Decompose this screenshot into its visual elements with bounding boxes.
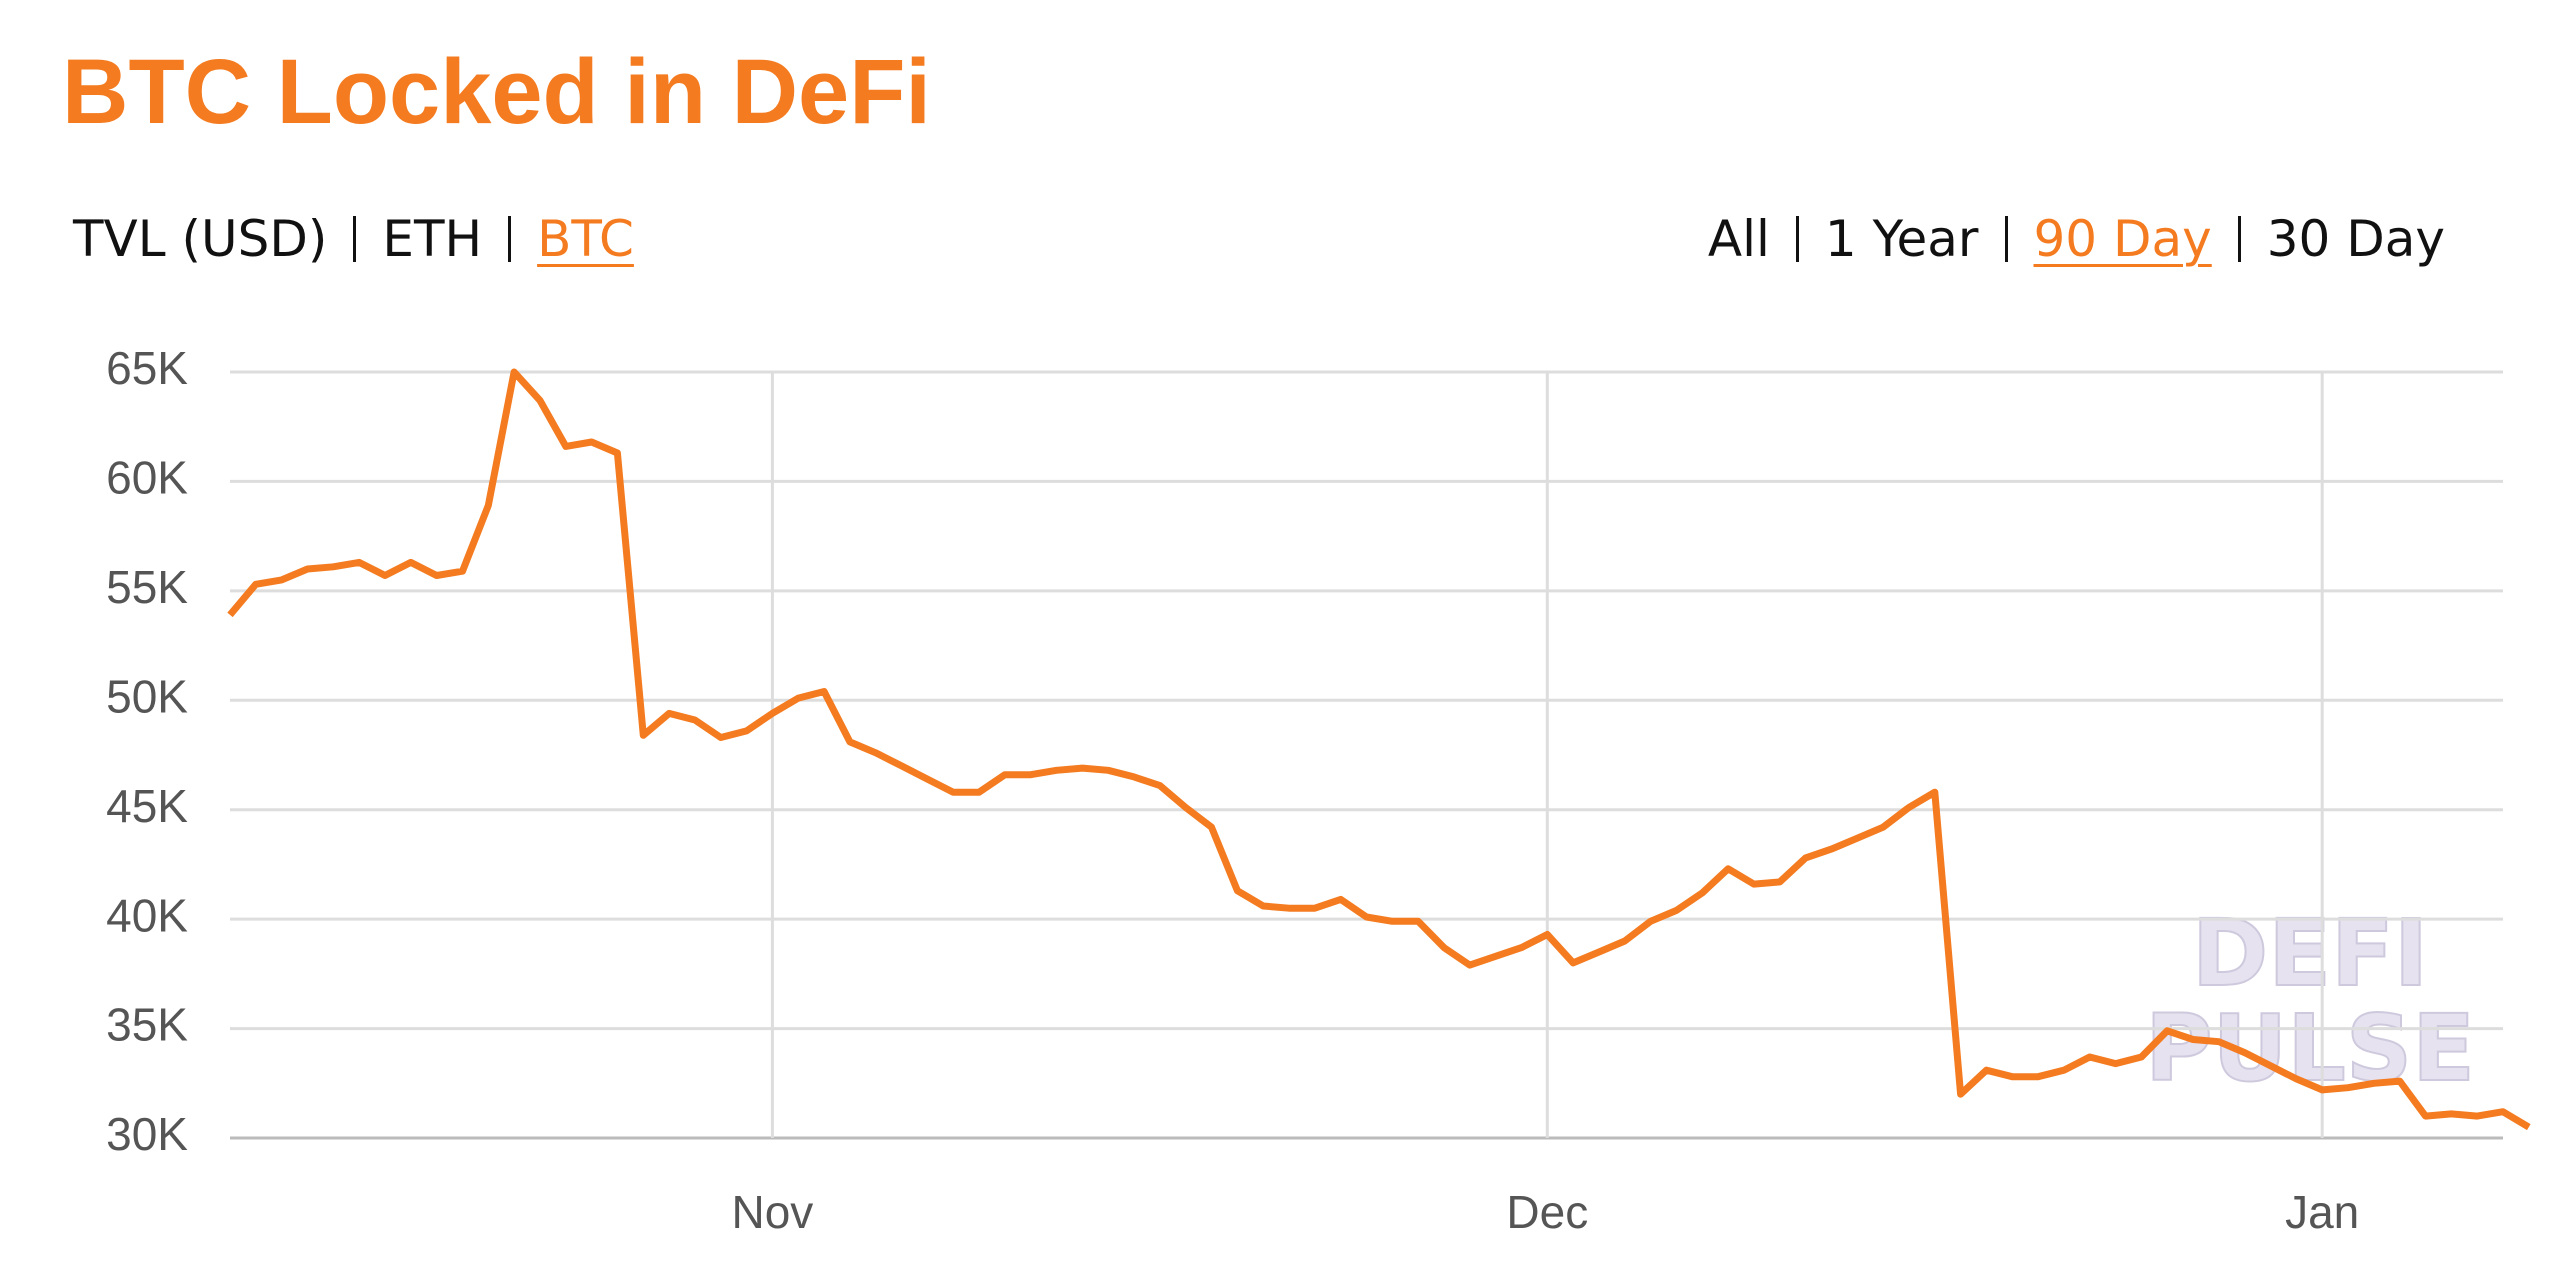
y-tick-label: 30K (106, 1108, 188, 1160)
separator (2004, 216, 2008, 262)
y-tick-label: 65K (106, 342, 188, 394)
separator (1795, 216, 1799, 262)
y-tick-label: 40K (106, 889, 188, 941)
range-toggle: All 1 Year 90 Day 30 Day (1708, 210, 2445, 268)
metric-toggle: TVL (USD) ETH BTC (73, 210, 634, 268)
toggle-option[interactable]: 90 Day (2033, 210, 2212, 268)
separator (353, 216, 357, 262)
separator (508, 216, 512, 262)
toggle-option[interactable]: BTC (537, 210, 634, 268)
toggle-option[interactable]: 30 Day (2266, 210, 2445, 268)
y-tick-label: 55K (106, 561, 188, 613)
x-tick-label: Nov (732, 1186, 814, 1238)
y-tick-label: 35K (106, 999, 188, 1051)
toggle-option[interactable]: All (1707, 210, 1770, 268)
chart-title: BTC Locked in DeFi (62, 41, 931, 143)
toggle-option[interactable]: ETH (382, 210, 483, 268)
toggle-option[interactable]: 1 Year (1824, 210, 1979, 268)
separator (2237, 216, 2241, 262)
toggle-option[interactable]: TVL (USD) (73, 210, 328, 268)
watermark: DEFI (2192, 900, 2428, 1007)
y-tick-label: 50K (106, 670, 188, 722)
x-tick-label: Dec (1506, 1186, 1588, 1238)
y-tick-label: 45K (106, 780, 188, 832)
y-tick-label: 60K (106, 452, 188, 504)
x-tick-label: Jan (2285, 1186, 2359, 1238)
line-series (227, 368, 2531, 1131)
